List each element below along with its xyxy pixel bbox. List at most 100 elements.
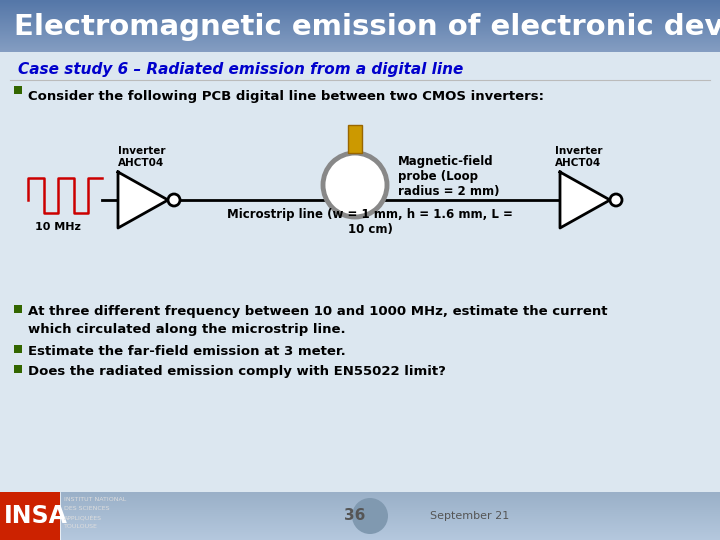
Bar (0, 19, 720, 20)
Text: APPLIQUÉES: APPLIQUÉES (64, 515, 102, 521)
Bar (0, 520, 720, 521)
Bar (0, 535, 720, 536)
Bar (0, 538, 720, 539)
Text: 36: 36 (344, 509, 366, 523)
Bar (0, 511, 720, 512)
Bar (0, 11, 720, 12)
Bar (0, 497, 720, 498)
Bar (0, 533, 720, 534)
Bar (0, 16, 720, 17)
Bar (0, 514, 720, 515)
Bar (0, 8, 720, 9)
Bar (0, 492, 60, 540)
Bar (0, 496, 720, 497)
Bar (0, 25, 720, 26)
Bar (0, 28, 720, 29)
Text: Inverter
AHCT04: Inverter AHCT04 (555, 146, 603, 168)
Circle shape (610, 194, 622, 206)
Text: DES SCIENCES: DES SCIENCES (64, 506, 109, 511)
Bar (0, 22, 720, 23)
Bar (0, 38, 720, 39)
Bar (0, 508, 720, 509)
Bar (0, 27, 720, 28)
Bar (14, 305, 22, 313)
Bar (0, 526, 720, 527)
Bar (0, 31, 720, 32)
Bar (0, 37, 720, 38)
Bar (0, 42, 720, 43)
Bar (0, 513, 720, 514)
Bar (0, 14, 720, 15)
Circle shape (323, 153, 387, 217)
Bar (0, 29, 720, 30)
Bar (0, 503, 720, 504)
Text: Microstrip line (w = 1 mm, h = 1.6 mm, L =
10 cm): Microstrip line (w = 1 mm, h = 1.6 mm, L… (227, 208, 513, 236)
Bar (0, 521, 720, 522)
Bar (0, 26, 720, 27)
Text: INSA: INSA (4, 504, 68, 528)
Bar (0, 517, 720, 518)
Bar (0, 48, 720, 49)
Bar (0, 522, 720, 523)
Bar (0, 36, 720, 37)
Bar (0, 23, 720, 24)
Bar (0, 523, 720, 524)
Bar (0, 20, 720, 21)
Text: Electromagnetic emission of electronic devices: Electromagnetic emission of electronic d… (14, 13, 720, 41)
Bar (0, 509, 720, 510)
Bar (0, 49, 720, 50)
Bar (0, 528, 720, 529)
Bar (0, 501, 720, 502)
Bar (0, 531, 720, 532)
Bar (0, 524, 720, 525)
Bar (0, 2, 720, 3)
Circle shape (168, 194, 180, 206)
Bar (14, 86, 22, 94)
Bar (0, 5, 720, 6)
Bar (0, 515, 720, 516)
Bar (0, 6, 720, 7)
Circle shape (352, 498, 388, 534)
Bar (0, 32, 720, 33)
Text: Inverter
AHCT04: Inverter AHCT04 (118, 146, 166, 168)
Bar (0, 3, 720, 4)
Text: INSTITUT NATIONAL: INSTITUT NATIONAL (64, 497, 126, 502)
Bar (0, 44, 720, 45)
Bar (0, 512, 720, 513)
Bar (14, 345, 22, 353)
Bar (0, 33, 720, 34)
Bar (0, 494, 720, 495)
Bar (0, 13, 720, 14)
Bar (0, 499, 720, 500)
Bar (0, 507, 720, 508)
Bar (0, 43, 720, 44)
Bar (0, 17, 720, 18)
Bar (0, 534, 720, 535)
Bar (0, 15, 720, 16)
Text: September 21: September 21 (430, 511, 509, 521)
Text: Estimate the far-field emission at 3 meter.: Estimate the far-field emission at 3 met… (28, 345, 346, 358)
Bar (0, 493, 720, 494)
Bar (0, 46, 720, 47)
Bar (0, 519, 720, 520)
Text: Magnetic-field
probe (Loop
radius = 2 mm): Magnetic-field probe (Loop radius = 2 mm… (398, 155, 500, 198)
Text: Case study 6 – Radiated emission from a digital line: Case study 6 – Radiated emission from a … (18, 62, 464, 77)
Bar (0, 529, 720, 530)
Text: Consider the following PCB digital line between two CMOS inverters:: Consider the following PCB digital line … (28, 90, 544, 103)
Bar (0, 532, 720, 533)
Bar (0, 504, 720, 505)
Bar (0, 525, 720, 526)
Bar (0, 21, 720, 22)
Bar (0, 492, 720, 493)
Bar (0, 500, 720, 501)
Text: At three different frequency between 10 and 1000 MHz, estimate the current
which: At three different frequency between 10 … (28, 305, 608, 336)
Bar (0, 12, 720, 13)
Polygon shape (560, 172, 610, 228)
Bar (0, 498, 720, 499)
Bar (0, 24, 720, 25)
Bar (0, 30, 720, 31)
Bar (0, 45, 720, 46)
Text: Does the radiated emission comply with EN55022 limit?: Does the radiated emission comply with E… (28, 365, 446, 378)
Bar (0, 536, 720, 537)
Bar (0, 52, 720, 492)
